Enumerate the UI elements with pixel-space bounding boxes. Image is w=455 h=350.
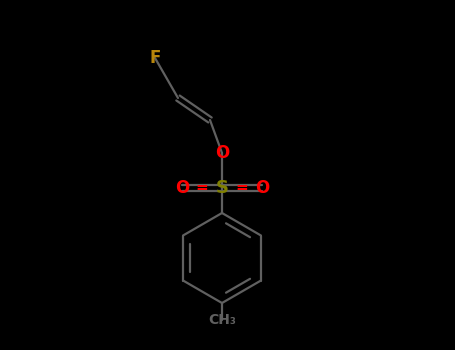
Text: CH₃: CH₃ [208,313,236,327]
Text: O: O [255,179,269,197]
Text: O: O [215,144,229,162]
Text: O: O [175,179,189,197]
Text: F: F [149,49,161,67]
Text: =: = [196,181,208,196]
Text: =: = [236,181,248,196]
Text: S: S [216,179,228,197]
